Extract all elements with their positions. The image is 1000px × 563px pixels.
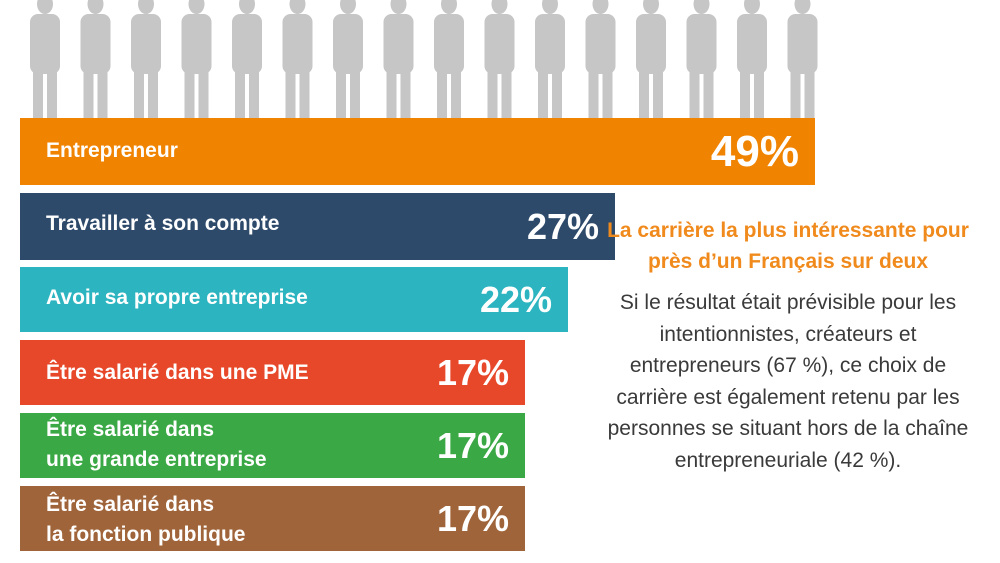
person-silhouette [232, 0, 262, 120]
bar-travailler-a-son-compte: Travailler à son compte 27% [20, 193, 615, 260]
person-silhouette [737, 0, 767, 120]
bar-value-label: 17% [436, 497, 509, 539]
bar-label: Avoir sa propre entreprise [46, 286, 308, 309]
bar-label: Entrepreneur [46, 139, 178, 162]
person-silhouette [80, 0, 111, 120]
person-silhouette [787, 0, 818, 120]
person-silhouette [636, 0, 666, 120]
bar-label: Être salarié dans la fonction publique [46, 493, 246, 546]
person-silhouette [282, 0, 313, 120]
bar-salarie-grande-entreprise: Être salarié dans une grande entreprise 1… [20, 413, 525, 478]
bar-label: Être salarié dans une grande entreprise [46, 418, 267, 471]
side-body: Si le résultat était prévisible pour les… [607, 291, 969, 472]
bar-value-label: 49% [710, 126, 799, 176]
people-silhouettes-illustration [30, 0, 818, 120]
person-silhouette [30, 0, 60, 120]
bar-salarie-fonction-publique: Être salarié dans la fonction publique 17… [20, 486, 525, 551]
person-silhouette [131, 0, 161, 120]
bar-label: Travailler à son compte [46, 212, 280, 235]
bar-value-label: 17% [436, 424, 509, 466]
person-silhouette [333, 0, 363, 120]
person-silhouette [535, 0, 565, 120]
person-silhouette [686, 0, 717, 120]
person-silhouette [484, 0, 515, 120]
bar-value-label: 22% [479, 278, 552, 320]
bar-value-label: 17% [436, 351, 509, 393]
person-silhouette [585, 0, 616, 120]
bar-value-label: 27% [526, 205, 599, 247]
side-headline: La carrière la plus intéressante pour pr… [607, 219, 969, 273]
person-silhouette [434, 0, 464, 120]
person-silhouette [383, 0, 414, 120]
bar-propre-entreprise: Avoir sa propre entreprise 22% [20, 267, 568, 332]
side-annotation: La carrière la plus intéressante pour pr… [598, 215, 978, 476]
bar-label: Être salarié dans une PME [46, 361, 309, 384]
bar-entrepreneur: Entrepreneur 49% [20, 118, 815, 185]
person-silhouette [181, 0, 212, 120]
bar-salarie-pme: Être salarié dans une PME 17% [20, 340, 525, 405]
